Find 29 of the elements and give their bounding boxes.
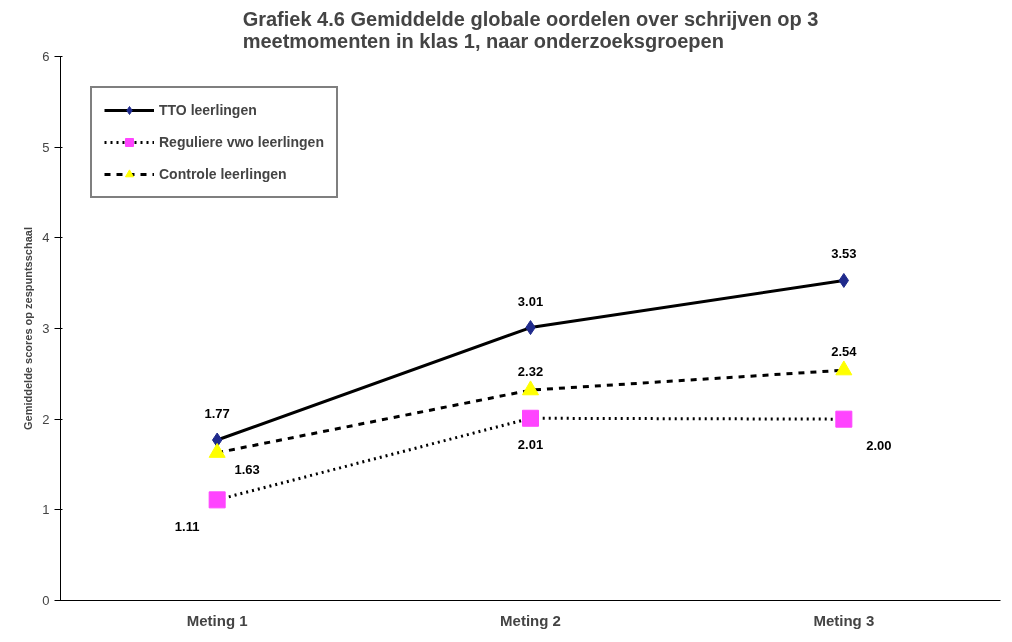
point	[208, 491, 226, 509]
x-tick-label: Meting 3	[813, 611, 875, 629]
y-tick-label: 2	[42, 411, 50, 427]
data-label: 3.01	[517, 293, 544, 309]
y-axis-title: Gemiddelde scores op zespuntsschaal	[22, 227, 35, 430]
data-label: 1.77	[204, 406, 230, 422]
x-tick-label: Meting 2	[500, 611, 561, 629]
point	[835, 410, 853, 428]
data-label: 1.11	[174, 518, 200, 534]
data-label: 2.32	[517, 364, 544, 380]
x-tick-label: Meting 1	[186, 611, 248, 629]
y-tick-label: 5	[42, 139, 50, 155]
chart-title: Grafiek 4.6 Gemiddelde globale oordelen over schrijven op 3 meetmomenten in klas 1, naar onderzoeksgroepen	[242, 7, 819, 52]
legend-label: Reguliere vwo leerlingen	[159, 134, 324, 150]
point	[522, 380, 539, 396]
legend-label: Controle leerlingen	[159, 166, 287, 182]
y-tick-label: 3	[42, 321, 50, 336]
point	[522, 409, 539, 427]
data-label: 2.01	[517, 437, 544, 453]
y-tick-label: 1	[42, 502, 50, 518]
data-label: 2.54	[831, 344, 858, 360]
data-label: 3.53	[831, 246, 857, 262]
point	[835, 360, 853, 376]
legend-label: TTO leerlingen	[159, 102, 257, 118]
data-label: 2.00	[866, 438, 892, 454]
y-tick-label: 0	[42, 593, 50, 608]
data-label: 1.63	[234, 461, 260, 477]
y-tick-label: 4	[42, 230, 50, 246]
y-tick-label: 6	[42, 49, 50, 64]
